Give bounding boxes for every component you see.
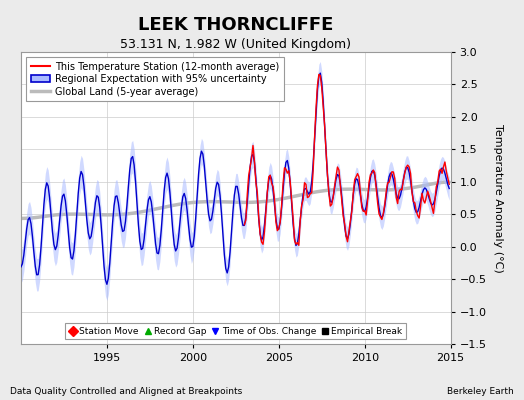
Text: Berkeley Earth: Berkeley Earth: [447, 387, 514, 396]
Text: Data Quality Controlled and Aligned at Breakpoints: Data Quality Controlled and Aligned at B…: [10, 387, 243, 396]
Text: LEEK THORNCLIFFE: LEEK THORNCLIFFE: [138, 16, 333, 34]
Legend: Station Move, Record Gap, Time of Obs. Change, Empirical Break: Station Move, Record Gap, Time of Obs. C…: [66, 323, 406, 340]
Y-axis label: Temperature Anomaly (°C): Temperature Anomaly (°C): [493, 124, 504, 272]
Text: 53.131 N, 1.982 W (United Kingdom): 53.131 N, 1.982 W (United Kingdom): [121, 38, 351, 51]
